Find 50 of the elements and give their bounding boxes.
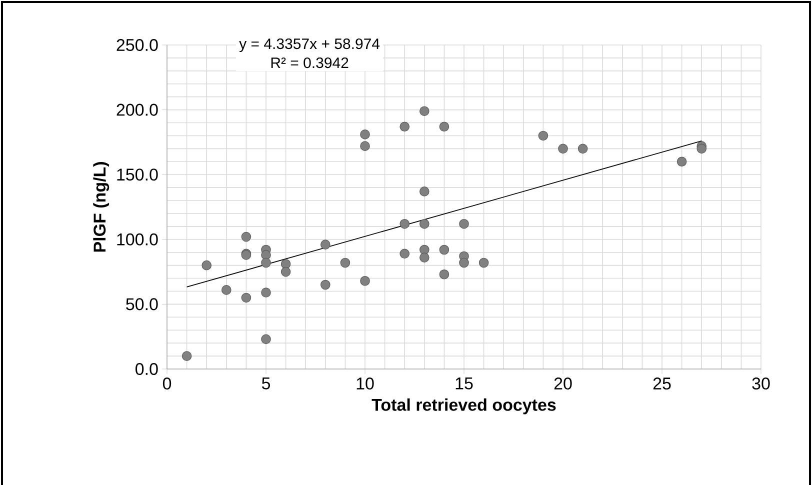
x-tick-label: 25 <box>653 378 671 390</box>
y-tick-label: 250.0 <box>116 38 158 52</box>
point <box>360 130 370 140</box>
point <box>676 156 687 167</box>
point <box>696 144 707 154</box>
point <box>400 248 410 259</box>
point <box>400 122 410 132</box>
point <box>320 240 330 250</box>
point <box>538 130 548 141</box>
point <box>241 292 252 303</box>
point <box>320 280 330 290</box>
point <box>420 186 430 196</box>
point <box>400 218 410 229</box>
point <box>420 218 430 229</box>
annotation: R² = 0.3942 <box>271 57 348 68</box>
x-tick-label: 10 <box>356 378 374 390</box>
point <box>222 285 232 295</box>
point <box>340 258 350 268</box>
point <box>182 351 192 361</box>
y-axis-title: PlGF (ng/L) <box>93 162 110 252</box>
point <box>261 334 271 344</box>
x-axis-title: Total retrieved oocytes <box>372 398 556 414</box>
point <box>280 266 291 277</box>
y-tick-label: 100.0 <box>117 233 158 246</box>
point <box>439 122 450 132</box>
point <box>202 260 212 270</box>
x-tick-label: 30 <box>752 378 770 390</box>
y-tick-label: 200.0 <box>116 104 158 116</box>
x-tick-label: 20 <box>554 378 572 390</box>
point <box>261 288 271 298</box>
point <box>360 276 370 286</box>
point <box>241 232 252 242</box>
x-tick-label: 5 <box>262 378 270 390</box>
point <box>578 144 588 154</box>
point <box>459 258 469 268</box>
x-tick-label: 0 <box>162 378 172 390</box>
point <box>558 144 568 154</box>
point <box>360 141 370 151</box>
point <box>439 269 450 280</box>
y-tick-label: 50.0 <box>126 298 158 310</box>
y-tick-label: 0.0 <box>136 362 158 376</box>
point <box>420 106 430 116</box>
point <box>261 258 271 268</box>
point <box>478 258 489 268</box>
point <box>439 244 450 255</box>
y-tick-label: 150.0 <box>117 168 158 181</box>
annotation: y = 4.3357x + 58.974 <box>239 38 380 52</box>
point <box>459 218 469 229</box>
x-tick-label: 15 <box>456 378 473 390</box>
point <box>420 252 430 262</box>
